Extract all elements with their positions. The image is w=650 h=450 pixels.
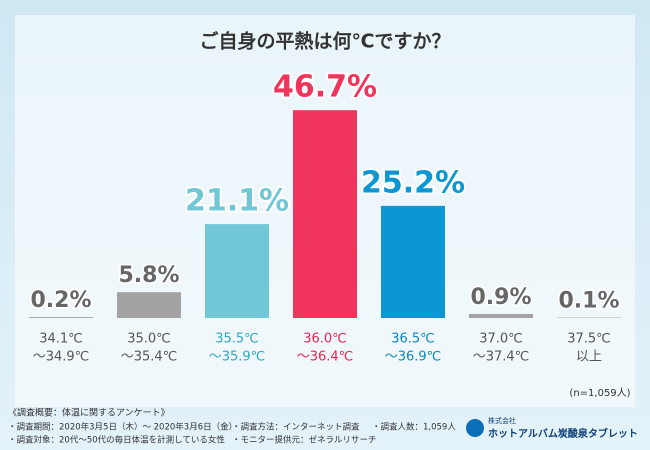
chart-title: ご自身の平熱は何℃ですか？ [199, 30, 450, 53]
footer-item: ・調査人数：1,059人 [372, 422, 456, 433]
x-tick-label: 〜35.9℃ [209, 350, 266, 365]
x-tick-label: 37.5℃ [567, 332, 611, 347]
x-tick-label: 35.0℃ [127, 332, 171, 347]
value-label: 21.1% [185, 184, 289, 219]
note: (n=1,059人) [569, 387, 630, 399]
footer-heading: 《調査概要：体温に関するアンケート》 [8, 407, 170, 419]
x-tick-label: 37.0℃ [479, 332, 523, 347]
x-tick-label: 36.5℃ [391, 332, 435, 347]
footer-item: ・調査期間：2020年3月5日（木）〜 2020年3月6日（金） [8, 422, 237, 433]
x-tick-label: 〜37.4℃ [473, 350, 530, 365]
value-label: 25.2% [361, 165, 465, 200]
logo-icon [466, 419, 484, 437]
value-label: 46.7% [273, 70, 377, 105]
x-tick-label: 34.1℃ [39, 332, 83, 347]
bar [29, 317, 93, 318]
bar [469, 313, 533, 318]
x-tick-label: 〜35.4℃ [121, 350, 178, 365]
company-name: ホットアルバム炭酸泉タブレット [488, 427, 638, 440]
bar [381, 205, 445, 318]
value-label: 0.1% [558, 289, 619, 314]
footer-item: ・調査対象：20代〜50代の毎日体温を計測している女性 [8, 435, 225, 446]
x-tick-label: 〜34.9℃ [33, 350, 90, 365]
footer-item: ・調査方法：インターネット調査 [232, 422, 360, 433]
bar [293, 110, 357, 318]
value-label: 0.9% [470, 285, 531, 310]
value-label: 5.8% [118, 263, 179, 288]
value-label: 0.2% [30, 288, 91, 313]
bar [117, 292, 181, 318]
bar [205, 224, 269, 318]
x-tick-label: 〜36.4℃ [297, 350, 354, 365]
x-tick-label: 35.5℃ [215, 332, 259, 347]
x-tick-label: 〜36.9℃ [385, 350, 442, 365]
company-prefix: 株式会社 [488, 416, 516, 425]
footer-item: ・モニター提供元：ゼネラルリサーチ [232, 435, 377, 446]
x-tick-label: 以上 [576, 350, 602, 365]
x-tick-label: 36.0℃ [303, 332, 347, 347]
